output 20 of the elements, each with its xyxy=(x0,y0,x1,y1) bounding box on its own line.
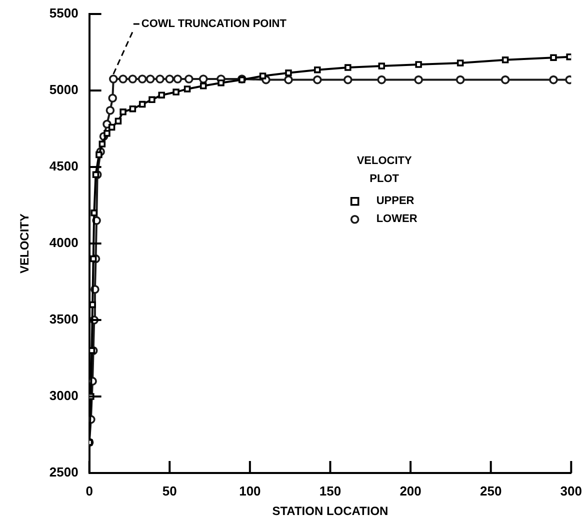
legend-title: VELOCITY PLOT xyxy=(356,154,412,185)
x-tick-label: 300 xyxy=(560,483,582,498)
y-tick-label: 5500 xyxy=(49,6,78,21)
x-axis-title: STATION LOCATION xyxy=(272,504,388,518)
legend-label: UPPER xyxy=(376,194,414,207)
x-tick-label: 100 xyxy=(239,483,261,498)
x-tick-label: 200 xyxy=(400,483,422,498)
legend-label: LOWER xyxy=(376,212,418,225)
x-tick-label: 50 xyxy=(162,483,177,498)
y-tick-label: 3500 xyxy=(49,312,78,327)
y-tick-label: 3000 xyxy=(49,388,78,404)
y-tick-label: 2500 xyxy=(49,464,78,480)
x-tick-label: 250 xyxy=(480,483,502,498)
y-tick-label: 4000 xyxy=(49,235,78,250)
annotation: COWL TRUNCATION POINT xyxy=(141,18,287,30)
x-tick-label: 0 xyxy=(86,483,93,498)
y-tick-label: 4500 xyxy=(49,158,78,174)
y-tick-label: 5000 xyxy=(49,82,78,98)
y-axis-title: VELOCITY xyxy=(18,213,32,274)
x-tick-label: 150 xyxy=(319,483,342,498)
